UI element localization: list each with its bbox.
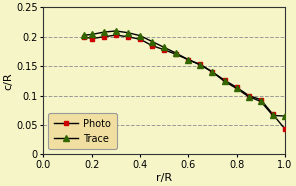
Photo	[271, 113, 275, 115]
Trace	[235, 87, 238, 90]
Photo	[223, 79, 226, 81]
Trace	[186, 59, 190, 61]
Photo	[283, 128, 287, 130]
Photo	[247, 94, 250, 97]
Photo	[114, 34, 118, 36]
Trace	[271, 114, 275, 117]
Trace	[211, 71, 214, 73]
Photo	[126, 36, 130, 38]
Trace	[223, 80, 226, 83]
Trace	[283, 115, 287, 117]
Photo	[163, 49, 166, 51]
Trace	[174, 52, 178, 54]
Photo	[83, 36, 86, 38]
Trace	[138, 35, 142, 37]
Photo	[186, 59, 190, 61]
Line: Photo: Photo	[82, 33, 287, 131]
Trace	[83, 34, 86, 36]
Legend: Photo, Trace: Photo, Trace	[48, 113, 117, 149]
Photo	[174, 53, 178, 56]
Trace	[259, 100, 263, 102]
Trace	[126, 32, 130, 34]
Photo	[150, 44, 154, 47]
Photo	[138, 38, 142, 40]
Photo	[211, 71, 214, 73]
Photo	[90, 37, 94, 40]
Trace	[150, 40, 154, 43]
Trace	[199, 64, 202, 66]
Trace	[102, 31, 106, 33]
Photo	[235, 86, 238, 88]
Photo	[102, 36, 106, 38]
Trace	[163, 46, 166, 49]
Photo	[199, 63, 202, 65]
Line: Trace: Trace	[82, 28, 288, 119]
Trace	[114, 30, 118, 32]
X-axis label: r/R: r/R	[156, 173, 172, 182]
Y-axis label: c/R: c/R	[4, 72, 14, 90]
Photo	[259, 99, 263, 101]
Trace	[247, 96, 250, 98]
Trace	[90, 33, 94, 36]
